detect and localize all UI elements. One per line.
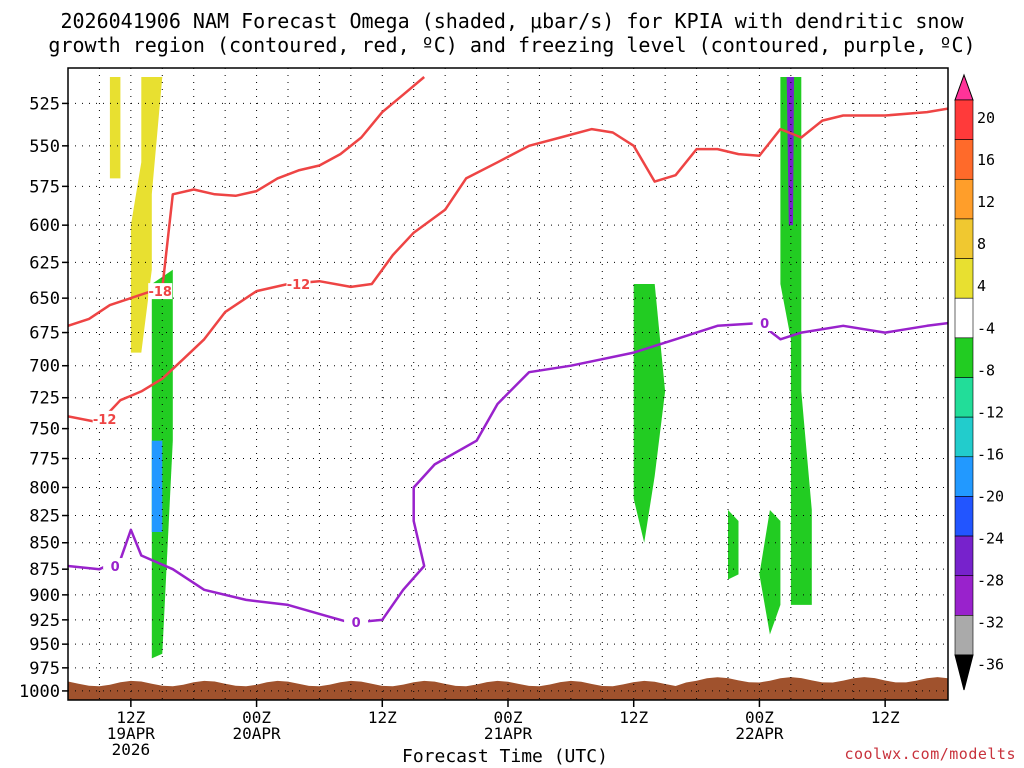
omega-region-3 — [151, 440, 163, 532]
colorbar-label: -28 — [977, 572, 1004, 590]
colorbar-label: -20 — [977, 487, 1004, 505]
y-tick-label: 550 — [29, 137, 60, 157]
contour-line-0 — [68, 76, 426, 327]
y-tick-label: 1000 — [19, 682, 60, 702]
colorbar-label: 4 — [977, 277, 986, 295]
y-tick-label: 700 — [29, 357, 60, 377]
colorbar-label: 16 — [977, 151, 995, 169]
x-tick-label: 12Z — [871, 708, 900, 727]
y-tick-label: 575 — [29, 177, 60, 197]
colorbar-label: -36 — [977, 656, 1004, 674]
y-tick-label: 625 — [29, 253, 60, 273]
x-tick-label: 19APR — [107, 724, 156, 743]
y-tick-label: 975 — [29, 659, 60, 679]
contour-line-2 — [68, 321, 948, 625]
colorbar-label: -16 — [977, 445, 1004, 463]
colorbar-segment-1 — [954, 139, 974, 180]
omega-region-5 — [728, 510, 739, 580]
omega-region-0 — [109, 77, 121, 179]
colorbar-segment-13 — [954, 615, 974, 656]
omega-region-8 — [786, 77, 794, 226]
colorbar-segment-9 — [954, 456, 974, 497]
colorbar-segment-6 — [954, 337, 974, 378]
x-tick-label: 20APR — [232, 724, 281, 743]
chart-title-line1: 2026041906 NAM Forecast Omega (shaded, μ… — [60, 9, 964, 33]
contour-label-bg — [344, 613, 369, 630]
colorbar-segment-8 — [954, 416, 974, 458]
omega-region-6 — [759, 510, 781, 635]
y-tick-label: 725 — [29, 389, 60, 409]
x-tick-label: 21APR — [484, 724, 533, 743]
x-tick-label: 12Z — [368, 708, 397, 727]
contour-label-bg — [92, 410, 117, 427]
y-tick-label: 675 — [29, 324, 60, 344]
y-tick-label: 775 — [29, 450, 60, 470]
y-tick-label: 800 — [29, 478, 60, 498]
colorbar-segment-2 — [954, 178, 974, 220]
colorbar-segment-4 — [954, 258, 974, 299]
contour-label-4: 0 — [352, 616, 361, 631]
x-tick-label: 00Z — [745, 708, 774, 727]
contour-label-0: -18 — [148, 285, 172, 300]
colorbar-label: -12 — [977, 403, 1004, 421]
y-tick-label: 750 — [29, 420, 60, 440]
colorbar-segment-11 — [954, 535, 974, 577]
y-tick-label: 650 — [29, 289, 60, 309]
contour-label-bg — [148, 283, 173, 300]
colorbar-label: -4 — [977, 319, 995, 337]
omega-region-4 — [633, 284, 666, 543]
contour-label-bg — [103, 558, 128, 575]
x-tick-label: 00Z — [242, 708, 271, 727]
contour-label-5: 0 — [760, 317, 769, 332]
colorbar-label: -24 — [977, 530, 1004, 548]
colorbar-segment-3 — [954, 218, 974, 259]
contour-line-1 — [68, 107, 948, 424]
y-tick-label: 600 — [29, 216, 60, 236]
x-axis-title: Forecast Time (UTC) — [402, 746, 608, 767]
colorbar-label: -32 — [977, 614, 1004, 632]
x-tick-label: 00Z — [494, 708, 523, 727]
colorbar-segment-12 — [954, 575, 974, 616]
credit-link[interactable]: coolwx.com/modelts — [844, 745, 1016, 763]
colorbar-segment-0 — [954, 99, 974, 140]
contour-label-bg — [752, 315, 777, 332]
omega-region-1 — [130, 77, 163, 353]
x-tick-label: 22APR — [735, 724, 784, 743]
y-tick-label: 900 — [29, 586, 60, 606]
x-tick-label: 2026 — [112, 740, 151, 759]
y-tick-label: 925 — [29, 611, 60, 631]
contour-label-1: -12 — [93, 413, 117, 428]
y-tick-label: 525 — [29, 94, 60, 114]
colorbar-top-arrow — [954, 73, 974, 101]
colorbar-label: 12 — [977, 193, 995, 211]
colorbar-segment-7 — [954, 377, 974, 418]
y-tick-label: 825 — [29, 507, 60, 527]
y-tick-label: 950 — [29, 635, 60, 655]
y-tick-label: 850 — [29, 534, 60, 554]
contour-label-3: 0 — [111, 560, 120, 575]
y-tick-label: 875 — [29, 560, 60, 580]
colorbar-bottom-arrow — [954, 654, 974, 691]
chart-title-line2: growth region (contoured, red, ºC) and f… — [48, 33, 976, 57]
contour-label-2: -12 — [287, 278, 311, 293]
colorbar-segment-10 — [954, 496, 974, 537]
surface-terrain — [68, 677, 948, 700]
colorbar-label: -8 — [977, 361, 995, 379]
colorbar-label: 8 — [977, 235, 986, 253]
x-tick-label: 12Z — [116, 708, 145, 727]
colorbar-segment-5 — [954, 297, 974, 339]
x-tick-label: 12Z — [619, 708, 648, 727]
omega-region-7 — [780, 77, 812, 605]
colorbar-label: 20 — [977, 109, 995, 127]
contour-label-bg — [286, 276, 311, 293]
plot-layer: -18 -12 -12 0 0 0 — [68, 68, 948, 700]
